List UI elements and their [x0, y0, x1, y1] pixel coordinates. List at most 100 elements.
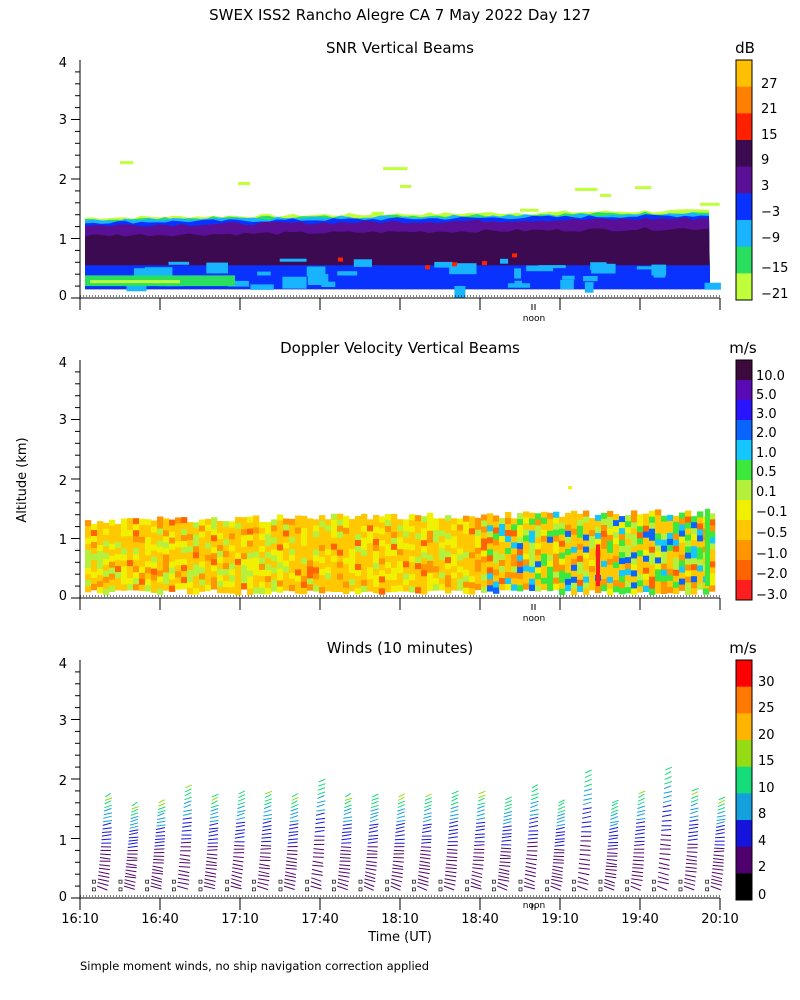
wind-barb: [582, 801, 592, 806]
snr-y-tick: 2: [59, 173, 67, 188]
doppler-cell: [601, 530, 608, 538]
doppler-cell: [385, 556, 392, 563]
doppler-cell: [481, 526, 488, 533]
doppler-cell: [619, 522, 626, 529]
doppler-cell: [409, 562, 416, 569]
doppler-cell: [283, 566, 290, 573]
doppler-cell: [259, 575, 266, 583]
doppler-colorbar-label: 2.0: [756, 426, 777, 441]
doppler-cell: [313, 519, 320, 526]
doppler-cell: [151, 544, 158, 551]
doppler-cell: [241, 571, 248, 578]
snr-colorbar-label: 21: [761, 102, 778, 117]
doppler-cell: [673, 545, 680, 553]
wind-barb: [423, 807, 432, 812]
doppler-colorbar-label: 0.5: [756, 465, 777, 480]
doppler-cell: [565, 572, 572, 580]
doppler-cell: [613, 544, 620, 551]
doppler-cell: [655, 533, 662, 540]
doppler-cell: [205, 542, 212, 550]
doppler-cell: [97, 581, 104, 588]
wind-barb: [397, 808, 406, 812]
doppler-cell: [505, 542, 512, 549]
wind-barb: [578, 863, 590, 866]
doppler-cell: [475, 583, 482, 591]
doppler-cell: [109, 549, 116, 556]
wind-barb: [476, 821, 486, 824]
doppler-cell: [673, 557, 680, 565]
doppler-cell: [649, 576, 656, 583]
doppler-cell: [151, 568, 158, 575]
doppler-cell: [535, 579, 542, 586]
wind-barb: [636, 818, 646, 821]
wind-marker: [651, 887, 656, 892]
doppler-cell: [421, 522, 428, 529]
wind-barb: [209, 815, 219, 819]
doppler-cell: [523, 529, 530, 536]
doppler-cell: [517, 579, 524, 586]
doppler-colorbar-label: 0.1: [756, 485, 777, 500]
doppler-cell: [505, 524, 512, 531]
wind-barb: [154, 844, 165, 847]
doppler-cell: [307, 584, 314, 591]
wind-barb: [579, 853, 591, 856]
doppler-cell: [151, 532, 158, 539]
doppler-cell: [595, 520, 602, 528]
doppler-cell: [163, 524, 170, 531]
wind-barb: [128, 839, 139, 842]
wind-barb: [712, 868, 724, 871]
doppler-cell: [295, 587, 302, 594]
wind-barb: [690, 799, 699, 803]
wind-barb: [177, 885, 189, 890]
wind-barb: [391, 871, 403, 875]
doppler-cell: [577, 555, 584, 563]
wind-barb: [99, 857, 111, 860]
doppler-cell: [667, 580, 674, 588]
doppler-cell: [151, 562, 158, 569]
doppler-cell: [709, 555, 716, 562]
doppler-cell: [583, 516, 590, 523]
wind-barb: [636, 821, 646, 824]
doppler-cell: [601, 518, 608, 526]
doppler-cell: [379, 576, 386, 583]
doppler-cell: [445, 569, 452, 576]
doppler-cell: [193, 558, 200, 565]
figure-title: SWEX ISS2 Rancho Alegre CA 7 May 2022 Da…: [209, 6, 591, 24]
doppler-cell: [307, 566, 314, 573]
doppler-cell: [391, 537, 398, 545]
winds-panel-title: Winds (10 minutes): [327, 639, 474, 657]
doppler-cell: [121, 566, 128, 573]
doppler-cell: [613, 574, 620, 581]
doppler-cell: [325, 543, 332, 550]
doppler-cell: [613, 562, 620, 569]
doppler-cell: [697, 559, 704, 566]
winds-colorbar-swatch: [736, 686, 752, 714]
wind-profiles: [91, 766, 726, 892]
wind-barb: [555, 834, 565, 837]
doppler-cell: [421, 534, 428, 541]
wind-barb: [315, 821, 325, 825]
doppler-cell: [271, 519, 278, 526]
doppler-cell: [223, 557, 230, 564]
doppler-cell: [271, 525, 278, 532]
wind-barb: [265, 790, 273, 795]
wind-barb: [717, 807, 726, 811]
doppler-cell: [577, 513, 584, 521]
doppler-cell: [85, 586, 92, 593]
wind-barb: [446, 852, 458, 854]
doppler-cell: [559, 582, 566, 589]
doppler-cell: [493, 521, 500, 528]
snr-colorbar-label: 9: [761, 153, 769, 168]
doppler-cell: [289, 524, 296, 532]
snr-patch: [560, 279, 574, 290]
doppler-cell: [493, 539, 500, 546]
doppler-cell: [127, 560, 134, 567]
doppler-cell: [181, 559, 188, 566]
doppler-cell: [451, 524, 458, 531]
snr-colorbar-frame: [735, 59, 753, 301]
doppler-cell: [463, 539, 470, 546]
doppler-cell: [367, 525, 374, 532]
wind-barb: [611, 802, 618, 807]
wind-barb: [125, 869, 137, 873]
doppler-cell: [325, 555, 332, 562]
